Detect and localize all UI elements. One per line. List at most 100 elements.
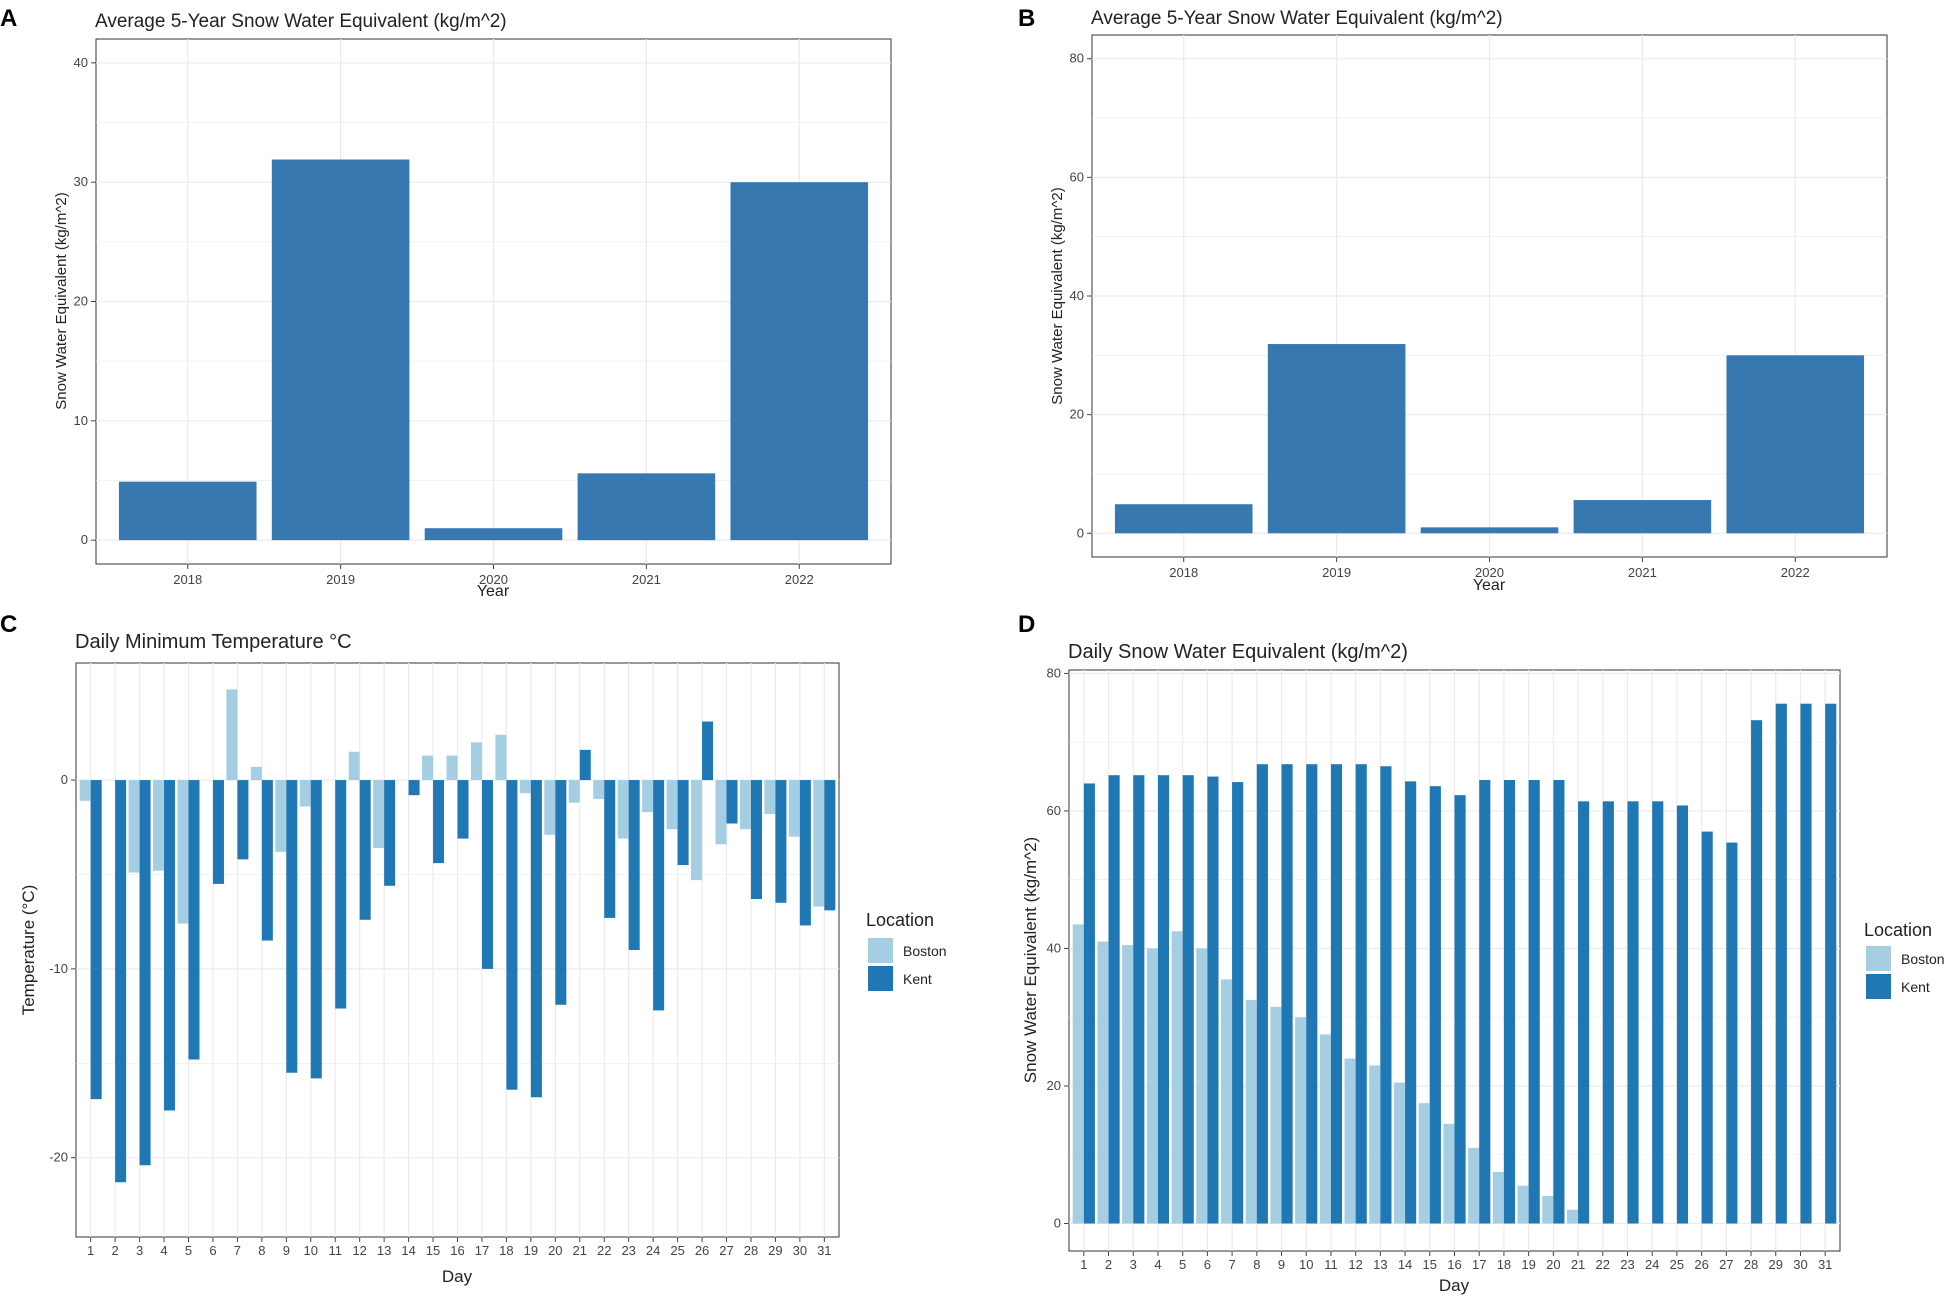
bar-kent-day-9	[286, 780, 298, 1073]
bar-kent-day-10	[310, 780, 322, 1079]
x-tick-label: 6	[209, 1243, 216, 1258]
bar-kent-day-6	[212, 780, 224, 884]
bar-kent-day-8	[261, 780, 273, 941]
bar-kent-day-28	[1751, 720, 1763, 1224]
x-tick-label: 16	[1447, 1257, 1461, 1272]
x-tick-label: 27	[1719, 1257, 1733, 1272]
bar-2019	[271, 159, 410, 541]
x-tick-label: 28	[744, 1243, 758, 1258]
x-tick-label: 2021	[1628, 565, 1657, 580]
bar-2021	[1573, 500, 1712, 534]
y-tick-label: -20	[49, 1150, 68, 1165]
bar-kent-day-22	[1602, 801, 1614, 1224]
bar-boston-day-1	[1072, 924, 1084, 1224]
y-tick-label: 40	[1047, 940, 1061, 955]
y-tick-label: 0	[1054, 1215, 1061, 1230]
x-tick-label: 2018	[173, 572, 202, 587]
bar-boston-day-13	[1369, 1065, 1381, 1224]
bar-kent-day-8	[1256, 764, 1268, 1224]
x-axis-label: Day	[442, 1267, 473, 1286]
y-axis-ticks: 0 10 20 30 40	[74, 55, 96, 547]
panel-c: C Daily Minimum Temperature °C -20 -10 0 1…	[0, 611, 947, 1286]
bar-kent-day-30	[799, 780, 811, 926]
bar-boston-day-4	[1146, 948, 1158, 1224]
x-tick-label: 14	[401, 1243, 415, 1258]
x-tick-label: 26	[695, 1243, 709, 1258]
x-tick-label: 22	[1596, 1257, 1610, 1272]
x-tick-label: 4	[1154, 1257, 1161, 1272]
bar-boston-day-24	[642, 780, 654, 813]
bar-kent-day-1	[1083, 783, 1095, 1224]
bar-kent-day-23	[628, 780, 640, 950]
y-tick-label: 60	[1047, 803, 1061, 818]
bar-kent-day-14	[1405, 781, 1417, 1224]
x-tick-label: 10	[304, 1243, 318, 1258]
x-tick-label: 8	[258, 1243, 265, 1258]
bar-boston-day-8	[250, 766, 262, 781]
x-tick-label: 22	[597, 1243, 611, 1258]
chart-title: Average 5-Year Snow Water Equivalent (kg…	[95, 11, 507, 32]
bar-boston-day-30	[788, 780, 800, 837]
x-tick-label: 15	[1423, 1257, 1437, 1272]
bar-2020	[424, 528, 563, 541]
bar-kent-day-13	[384, 780, 396, 886]
panel-label-c: C	[0, 611, 17, 638]
panel-label-b: B	[1018, 5, 1035, 32]
x-axis-label: Year	[477, 583, 510, 600]
bar-kent-day-15	[433, 780, 445, 864]
bar-kent-day-18	[506, 780, 518, 1090]
x-tick-label: 28	[1744, 1257, 1758, 1272]
legend-label-kent: Kent	[903, 971, 932, 987]
x-tick-label: 1	[1080, 1257, 1087, 1272]
x-tick-label: 6	[1204, 1257, 1211, 1272]
y-tick-label: 30	[74, 174, 88, 189]
y-axis-label: Snow Water Equivalent (kg/m^2)	[1049, 187, 1066, 404]
x-tick-label: 23	[1620, 1257, 1634, 1272]
bar-kent-day-21	[1578, 801, 1590, 1224]
y-axis-ticks: 0 20 40 60 80	[1047, 665, 1069, 1230]
bar-kent-day-19	[530, 780, 542, 1098]
y-tick-label: 0	[81, 532, 88, 547]
y-tick-label: 20	[74, 294, 88, 309]
bar-kent-day-4	[1157, 775, 1170, 1224]
bar-2021	[577, 473, 716, 541]
legend-swatch-boston	[868, 938, 893, 963]
y-tick-label: 10	[74, 413, 88, 428]
x-tick-label: 31	[1818, 1257, 1832, 1272]
x-tick-label: 24	[1645, 1257, 1659, 1272]
x-tick-label: 2021	[632, 572, 661, 587]
x-tick-label: 2018	[1169, 565, 1198, 580]
legend-label-boston: Boston	[1901, 951, 1945, 967]
bar-kent-day-26	[1701, 831, 1713, 1224]
x-tick-label: 8	[1253, 1257, 1260, 1272]
legend-label-boston: Boston	[903, 943, 947, 959]
x-tick-label: 2022	[1781, 565, 1810, 580]
x-tick-label: 18	[1497, 1257, 1511, 1272]
bar-boston-day-5	[1171, 931, 1183, 1224]
bar-boston-day-19	[519, 780, 531, 794]
bar-kent-day-15	[1429, 786, 1441, 1224]
bar-kent-day-1	[90, 780, 102, 1100]
x-tick-label: 2022	[785, 572, 814, 587]
bar-kent-day-30	[1800, 703, 1812, 1224]
x-tick-label: 14	[1398, 1257, 1412, 1272]
bar-kent-day-25	[677, 780, 689, 866]
legend-swatch-kent	[868, 966, 893, 991]
bar-boston-day-19	[1517, 1185, 1529, 1224]
bar-kent-day-27	[1726, 842, 1738, 1224]
x-tick-label: 2	[1105, 1257, 1112, 1272]
bar-boston-day-16	[446, 755, 458, 781]
panel-a: A Average 5-Year Snow Water Equivalent (…	[0, 5, 892, 600]
x-axis-label: Day	[1439, 1276, 1470, 1295]
chart-title: Daily Minimum Temperature °C	[75, 631, 352, 653]
x-tick-label: 9	[283, 1243, 290, 1258]
bar-kent-day-3	[1133, 775, 1145, 1224]
x-tick-label: 2	[112, 1243, 119, 1258]
bar-kent-day-3	[139, 780, 151, 1166]
panel-label-a: A	[0, 5, 17, 32]
x-tick-label: 2020	[479, 572, 508, 587]
bar-boston-day-23	[617, 780, 629, 839]
bar-boston-day-9	[275, 780, 287, 852]
x-tick-label: 7	[234, 1243, 241, 1258]
bar-boston-day-16	[1443, 1123, 1455, 1224]
